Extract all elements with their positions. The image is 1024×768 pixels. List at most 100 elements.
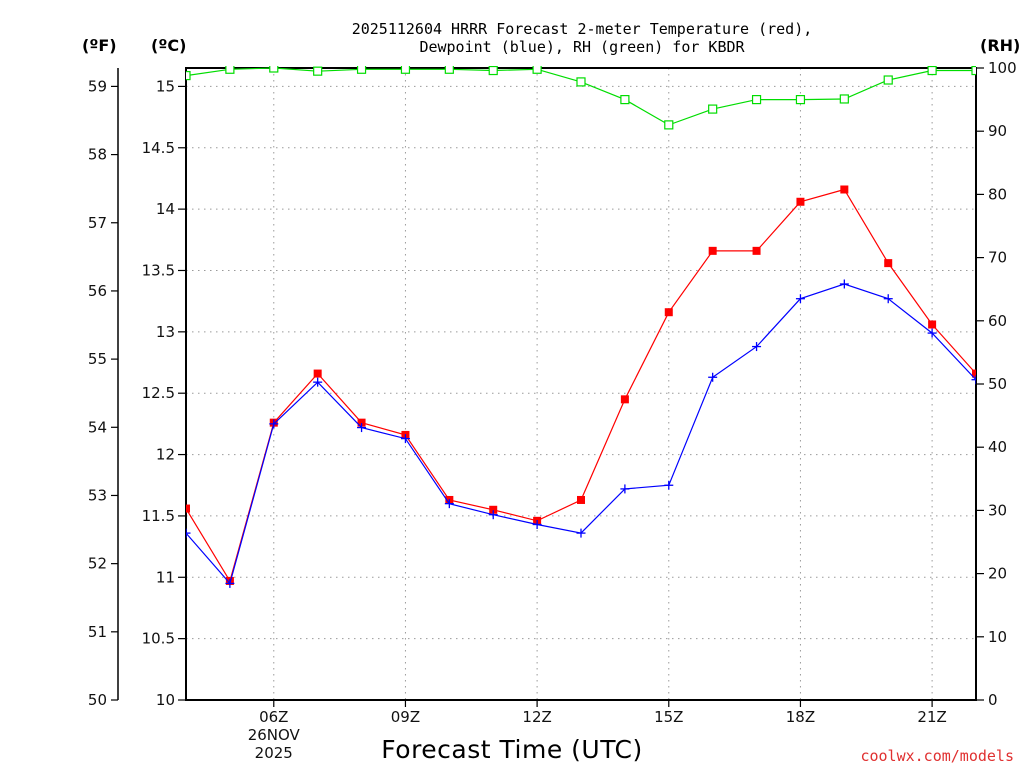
rh-tick-label: 20 bbox=[988, 565, 1007, 583]
temperature-point bbox=[186, 504, 190, 513]
celsius-tick-label: 14 bbox=[156, 200, 175, 218]
dewpoint-point bbox=[839, 279, 849, 289]
x-date-label: 26NOV bbox=[248, 726, 301, 744]
rh-point bbox=[927, 66, 937, 76]
dewpoint-point bbox=[971, 375, 976, 385]
rh-unit-label: (RH) bbox=[980, 36, 1020, 55]
rh-point bbox=[269, 66, 279, 73]
chart-title-line-1: 2025112604 HRRR Forecast 2-meter Tempera… bbox=[352, 20, 813, 38]
celsius-tick-label: 13 bbox=[156, 323, 175, 341]
dewpoint-point bbox=[313, 377, 323, 387]
rh-tick-label: 50 bbox=[988, 375, 1007, 393]
fahrenheit-unit-label: (ºF) bbox=[82, 36, 117, 55]
rh-point bbox=[356, 66, 367, 74]
rh-point bbox=[751, 94, 762, 105]
rh-tick-label: 30 bbox=[988, 501, 1007, 519]
rh-tick-label: 90 bbox=[988, 122, 1007, 140]
x-tick-label: 06Z bbox=[259, 708, 288, 726]
dewpoint-point bbox=[269, 419, 279, 429]
dewpoint-point bbox=[225, 578, 235, 588]
rh-point bbox=[971, 66, 976, 76]
dewpoint-point bbox=[795, 294, 805, 304]
dewpoint-point bbox=[532, 520, 542, 530]
temperature-point bbox=[840, 185, 849, 194]
rh-point bbox=[839, 94, 849, 104]
credit-link[interactable]: coolwx.com/models bbox=[860, 747, 1014, 765]
x-tick-label: 21Z bbox=[917, 708, 946, 726]
fahrenheit-tick-label: 58 bbox=[88, 146, 107, 164]
rh-tick-label: 80 bbox=[988, 185, 1007, 203]
rh-point bbox=[620, 94, 630, 105]
temperature-point bbox=[489, 505, 498, 514]
temperature-point bbox=[357, 418, 366, 427]
dewpoint-point bbox=[664, 480, 674, 490]
rh-point bbox=[532, 66, 542, 74]
dewpoint-point bbox=[927, 328, 937, 338]
fahrenheit-tick-label: 55 bbox=[88, 350, 107, 368]
x-tick-label: 15Z bbox=[654, 708, 683, 726]
rh-tick-label: 60 bbox=[988, 312, 1007, 330]
temperature-point bbox=[708, 246, 717, 255]
fahrenheit-tick-label: 50 bbox=[88, 691, 107, 709]
fahrenheit-tick-label: 54 bbox=[88, 418, 107, 436]
celsius-tick-label: 14.5 bbox=[142, 139, 175, 157]
dewpoint-point bbox=[357, 423, 367, 433]
rh-tick-label: 10 bbox=[988, 628, 1007, 646]
series-clip-group bbox=[186, 66, 976, 588]
rh-point bbox=[186, 70, 191, 81]
x-tick-label: 09Z bbox=[391, 708, 420, 726]
dewpoint-point bbox=[620, 484, 630, 494]
dewpoint-point bbox=[708, 372, 718, 382]
rh-point bbox=[795, 94, 806, 105]
temperature-point bbox=[884, 259, 893, 268]
x-axis-title: Forecast Time (UTC) bbox=[381, 735, 642, 764]
celsius-unit-label: (ºC) bbox=[151, 36, 186, 55]
celsius-tick-label: 10 bbox=[156, 691, 175, 709]
rh-point bbox=[664, 120, 674, 130]
celsius-tick-label: 10.5 bbox=[142, 630, 175, 648]
temperature-point bbox=[313, 369, 322, 378]
temperature-point bbox=[752, 246, 761, 255]
fahrenheit-tick-label: 57 bbox=[88, 214, 107, 232]
dewpoint-point bbox=[400, 434, 410, 444]
temperature-point bbox=[577, 495, 585, 504]
fahrenheit-tick-label: 59 bbox=[88, 77, 107, 95]
temperature-point bbox=[664, 308, 673, 317]
dewpoint-point bbox=[752, 342, 762, 352]
dewpoint-point bbox=[883, 294, 893, 304]
rh-point bbox=[488, 66, 498, 76]
fahrenheit-tick-label: 51 bbox=[88, 623, 107, 641]
data-series bbox=[186, 66, 976, 588]
celsius-tick-label: 13.5 bbox=[142, 261, 175, 279]
fahrenheit-tick-label: 56 bbox=[88, 282, 107, 300]
temperature-point bbox=[796, 197, 805, 206]
fahrenheit-tick-label: 52 bbox=[88, 555, 107, 573]
rh-tick-label: 40 bbox=[988, 438, 1007, 456]
rh-point bbox=[225, 66, 235, 74]
celsius-tick-label: 12 bbox=[156, 446, 175, 464]
celsius-tick-label: 11 bbox=[156, 568, 175, 586]
celsius-tick-label: 12.5 bbox=[142, 384, 175, 402]
tick-labels: 10 10.5 11 11.5 12 12.5 13 13.5 14 14.5 15 50 51 52 53… bbox=[88, 59, 1017, 762]
celsius-tick-label: 15 bbox=[156, 77, 175, 95]
rh-tick-label: 100 bbox=[988, 59, 1017, 77]
celsius-tick-label: 11.5 bbox=[142, 507, 175, 525]
x-year-label: 2025 bbox=[255, 744, 293, 762]
dewpoint-point bbox=[576, 528, 586, 538]
rh-point bbox=[313, 66, 323, 76]
x-tick-label: 12Z bbox=[522, 708, 551, 726]
x-tick-label: 18Z bbox=[786, 708, 815, 726]
rh-point bbox=[444, 66, 454, 74]
fahrenheit-tick-label: 53 bbox=[88, 486, 107, 504]
dewpoint-point bbox=[186, 528, 191, 538]
rh-tick-label: 0 bbox=[988, 691, 998, 709]
chart-title-line-2: Dewpoint (blue), RH (green) for KBDR bbox=[419, 38, 745, 56]
rh-point bbox=[400, 66, 411, 74]
dewpoint-point bbox=[444, 499, 454, 509]
rh-point bbox=[576, 77, 586, 87]
rh-point bbox=[883, 75, 893, 85]
dewpoint-point bbox=[488, 510, 498, 520]
temperature-point bbox=[620, 395, 629, 404]
